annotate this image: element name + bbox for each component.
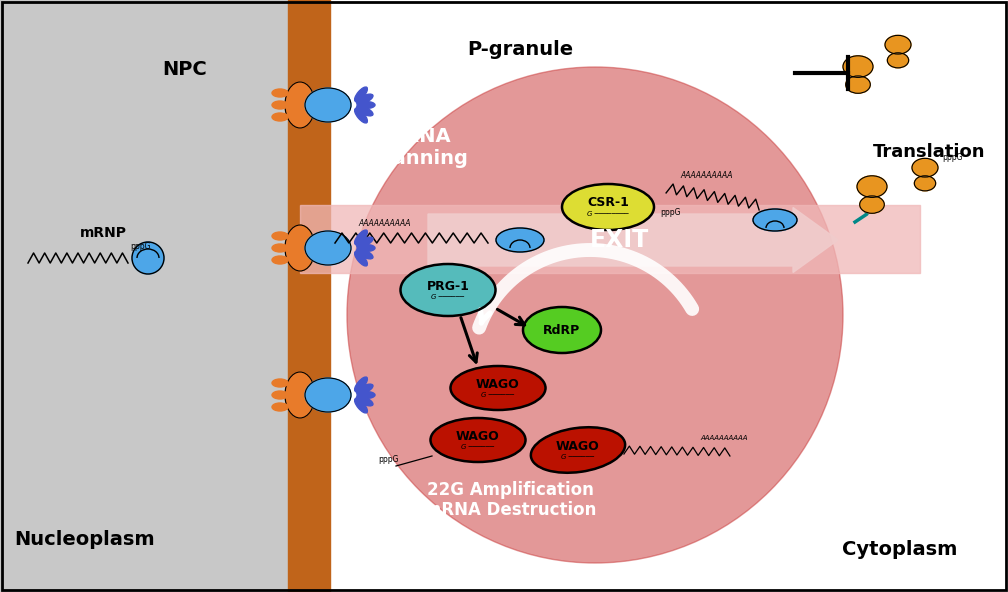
Ellipse shape [285,372,314,418]
Text: mRNA
Scanning: mRNA Scanning [368,127,469,169]
Ellipse shape [357,244,375,252]
Ellipse shape [451,366,545,410]
Ellipse shape [285,225,314,271]
Text: WAGO: WAGO [457,430,500,442]
Ellipse shape [357,384,373,394]
Circle shape [132,242,164,274]
Ellipse shape [357,237,373,247]
Ellipse shape [400,264,496,316]
Ellipse shape [355,377,367,391]
Ellipse shape [357,94,373,104]
Text: pppG: pppG [130,242,150,251]
Ellipse shape [355,252,367,266]
Text: pppG: pppG [660,208,680,217]
Text: pppG: pppG [378,455,398,464]
Ellipse shape [885,36,911,54]
Ellipse shape [272,256,288,264]
Ellipse shape [843,56,873,78]
Text: AAAAAAAAAA: AAAAAAAAAA [358,219,410,228]
Text: AAAAAAAAAA: AAAAAAAAAA [680,171,733,180]
Ellipse shape [357,391,375,398]
Ellipse shape [860,196,884,213]
Ellipse shape [357,249,373,259]
Text: CSR-1: CSR-1 [587,197,629,210]
Ellipse shape [496,228,544,252]
Ellipse shape [857,176,887,197]
Ellipse shape [912,158,938,177]
Ellipse shape [357,396,373,406]
Text: mRNP: mRNP [80,226,127,240]
Ellipse shape [272,391,288,399]
Ellipse shape [562,184,654,230]
Ellipse shape [430,418,525,462]
Text: WAGO: WAGO [556,439,600,452]
Text: Translation: Translation [873,143,985,161]
Ellipse shape [272,113,288,121]
Text: P-granule: P-granule [467,40,574,59]
Ellipse shape [272,403,288,411]
Ellipse shape [272,244,288,252]
Ellipse shape [357,101,375,108]
Ellipse shape [305,231,351,265]
Text: WAGO: WAGO [476,378,520,391]
Text: pppG: pppG [942,153,963,162]
Ellipse shape [272,89,288,97]
Ellipse shape [887,53,908,68]
Ellipse shape [272,232,288,240]
Ellipse shape [305,378,351,412]
Text: EXIT: EXIT [591,228,649,252]
Bar [300,205,920,273]
Text: Ribosome
exclusion: Ribosome exclusion [672,44,764,82]
Ellipse shape [305,88,351,122]
Ellipse shape [355,87,367,101]
Text: Cytoplasm: Cytoplasm [843,540,958,559]
Ellipse shape [355,108,367,123]
Ellipse shape [355,230,367,244]
Text: AAAAAAAAAA: AAAAAAAAAA [700,435,748,441]
Circle shape [347,67,843,563]
Ellipse shape [914,176,935,191]
Text: 22G Amplification
mRNA Destruction: 22G Amplification mRNA Destruction [423,481,596,519]
Ellipse shape [846,76,870,94]
Text: G ──────: G ────── [462,444,495,450]
Bar [288,0,330,592]
Ellipse shape [753,209,797,231]
Text: G ────────: G ──────── [588,211,629,217]
Text: RdRP: RdRP [543,323,581,336]
Text: G ──────: G ────── [431,294,465,300]
Ellipse shape [285,82,314,128]
Text: PRG-1: PRG-1 [426,279,470,292]
Ellipse shape [272,101,288,109]
Ellipse shape [531,427,625,473]
Text: G ──────: G ────── [482,392,514,398]
Text: G ──────: G ────── [561,454,595,460]
Text: Nucleoplasm: Nucleoplasm [15,530,155,549]
Bar [300,0,1008,592]
Text: NPC: NPC [162,60,208,79]
Ellipse shape [523,307,601,353]
FancyArrow shape [428,208,838,272]
Ellipse shape [355,398,367,413]
Ellipse shape [357,106,373,116]
Ellipse shape [272,379,288,387]
Bar [0,0,300,592]
